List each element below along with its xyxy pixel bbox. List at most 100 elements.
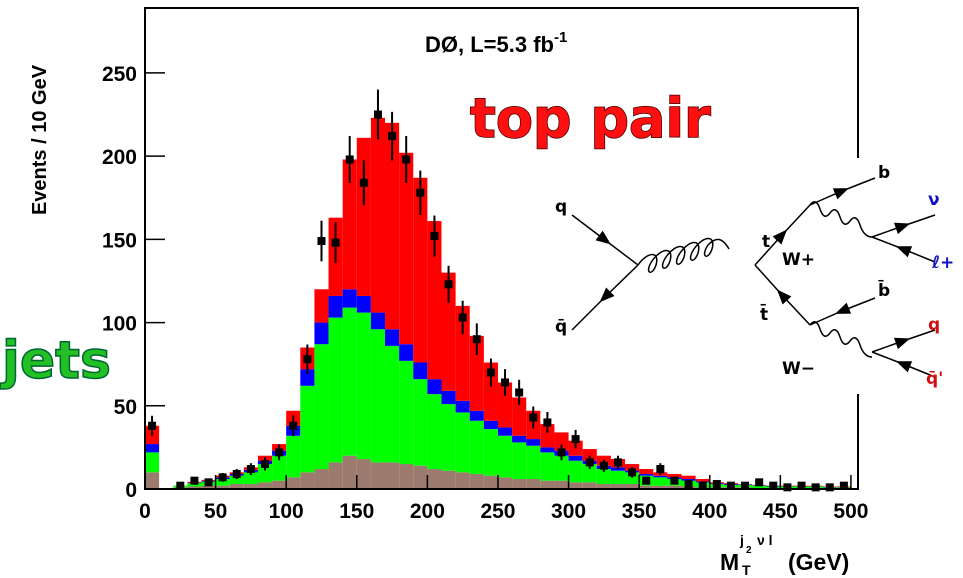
particle-label: q̄' bbox=[926, 369, 943, 389]
bar-segment bbox=[540, 452, 555, 481]
fermion-line bbox=[754, 264, 811, 326]
bar-segment bbox=[342, 307, 357, 456]
data-point bbox=[486, 368, 495, 377]
bars bbox=[145, 117, 851, 489]
bar-segment bbox=[399, 360, 414, 465]
bar-segment bbox=[639, 485, 654, 489]
x-tick-label: 150 bbox=[339, 500, 374, 523]
bar-segment bbox=[568, 460, 583, 483]
y-tick-label: 200 bbox=[102, 146, 137, 169]
bar-segment bbox=[385, 329, 400, 346]
bar-segment bbox=[568, 455, 583, 461]
title-text: DØ, L=5.3 fb bbox=[425, 32, 554, 57]
data-point bbox=[430, 232, 439, 241]
bar-segment bbox=[427, 394, 442, 470]
bar-segment bbox=[300, 369, 315, 386]
bar-segment bbox=[286, 477, 301, 489]
bar-segment bbox=[243, 472, 258, 485]
bar-segment bbox=[356, 459, 371, 489]
particle-label: t̄ bbox=[760, 303, 768, 325]
x-label-supsub: 2 bbox=[746, 545, 752, 556]
w-boson bbox=[809, 201, 873, 238]
bar-segment bbox=[257, 464, 273, 483]
x-tick-label: 400 bbox=[692, 500, 727, 523]
bar-segment bbox=[610, 470, 626, 485]
data-point bbox=[232, 470, 241, 479]
bar-segment bbox=[681, 479, 696, 481]
data-point bbox=[289, 421, 298, 430]
data-point bbox=[148, 421, 157, 430]
y-tick-label: 0 bbox=[125, 479, 137, 502]
bar-segment bbox=[512, 442, 527, 480]
data-point bbox=[331, 238, 340, 247]
x-label-sub: T bbox=[742, 562, 751, 578]
x-axis-label: M T j 2 ν l (GeV) bbox=[720, 532, 849, 578]
y-axis-label: Events / 10 GeV bbox=[29, 64, 51, 215]
bar-segment bbox=[370, 462, 386, 489]
x-label-sup2: ν l bbox=[757, 532, 773, 548]
particle-label: q̄ bbox=[555, 317, 567, 337]
x-tick-label: 200 bbox=[410, 500, 445, 523]
bar-segment bbox=[752, 485, 767, 489]
bar-segment bbox=[695, 479, 710, 482]
x-tick-label: 350 bbox=[622, 500, 657, 523]
bar-segment bbox=[625, 472, 640, 485]
data-point bbox=[599, 461, 608, 470]
bar-segment bbox=[314, 289, 329, 323]
diagram-background bbox=[535, 158, 963, 394]
data-point bbox=[783, 483, 792, 492]
bar-segment bbox=[483, 362, 498, 421]
bar-segment bbox=[385, 462, 400, 489]
bar-segment bbox=[653, 477, 668, 486]
bar-segment bbox=[272, 480, 287, 489]
bar-segment bbox=[639, 474, 654, 476]
fermion-line bbox=[754, 204, 811, 266]
ticks: 0 50 100 150 200 250 300 350 400 450 500 0 50 100 150 2… bbox=[102, 63, 869, 523]
bar-segment bbox=[512, 397, 527, 436]
bar-segment bbox=[145, 472, 160, 489]
bar-segment bbox=[342, 455, 357, 489]
annotation: jets bbox=[0, 331, 111, 391]
bar-segment bbox=[427, 379, 442, 395]
bar-segment bbox=[512, 479, 527, 489]
x-tick-label: 450 bbox=[763, 500, 798, 523]
bar-segment bbox=[455, 305, 470, 401]
bar-segment bbox=[314, 469, 329, 489]
data-point bbox=[402, 155, 411, 164]
data-point bbox=[712, 480, 721, 489]
data-points bbox=[148, 89, 848, 492]
fermion-line bbox=[809, 177, 876, 206]
chart-title: DØ, L=5.3 fb-1 bbox=[425, 29, 567, 57]
particle-label: t bbox=[762, 232, 770, 252]
data-point bbox=[303, 355, 312, 364]
bar-segment bbox=[667, 485, 682, 489]
bar-segment bbox=[526, 479, 541, 489]
particle-label: W− bbox=[782, 359, 815, 379]
bar-segment bbox=[314, 344, 329, 470]
particle-label: q bbox=[555, 197, 567, 217]
bar-segment bbox=[526, 439, 541, 446]
bar-segment bbox=[596, 469, 611, 485]
data-point bbox=[741, 481, 750, 490]
bar-segment bbox=[667, 474, 682, 478]
bar-segment bbox=[356, 312, 371, 460]
data-point bbox=[755, 478, 764, 487]
bar-segment bbox=[413, 465, 428, 489]
bar-segment bbox=[243, 484, 258, 489]
data-point bbox=[797, 481, 806, 490]
data-point bbox=[218, 473, 227, 482]
bar-segment bbox=[229, 475, 244, 485]
particle-label: b̄ bbox=[878, 279, 890, 301]
title-sup: -1 bbox=[554, 29, 567, 46]
fermion-line bbox=[871, 214, 936, 238]
bar-segment bbox=[201, 485, 216, 489]
data-point bbox=[613, 458, 622, 467]
bar-segment bbox=[483, 475, 498, 489]
bar-segment bbox=[328, 295, 343, 318]
fermion-line bbox=[871, 351, 936, 378]
fermion-line bbox=[871, 329, 936, 353]
bar-segment bbox=[455, 400, 470, 413]
bar-segment bbox=[469, 420, 484, 475]
bar-segment bbox=[413, 379, 428, 466]
data-point bbox=[246, 465, 255, 474]
